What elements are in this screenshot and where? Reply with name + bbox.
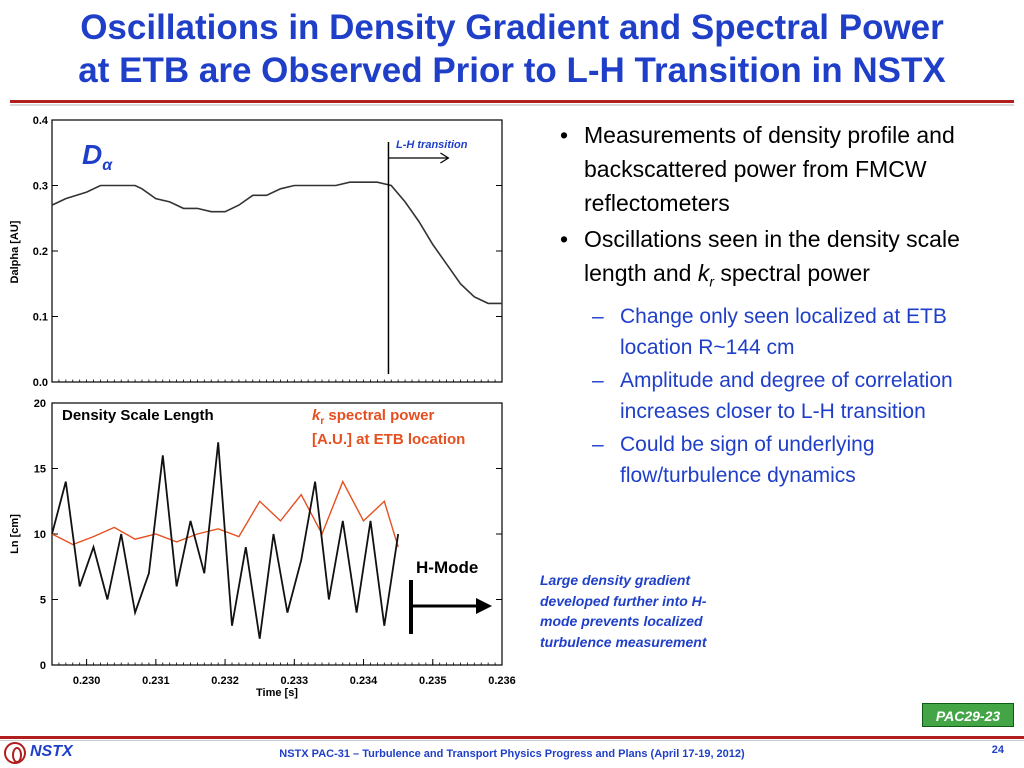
subbullet-dynamics-text: Could be sign of underlying flow/turbule… xyxy=(620,432,875,487)
density-y-tick-label: 0 xyxy=(40,660,46,672)
legend-kr-spectral-power: kr spectral power xyxy=(312,407,434,427)
slide-title: Oscillations in Density Gradient and Spe… xyxy=(0,6,1024,92)
page-number: 24 xyxy=(991,744,1004,756)
nstx-logo-icon xyxy=(4,742,26,764)
density-x-tick-label: 0.230 xyxy=(73,675,101,687)
subbullet-amplitude-text: Amplitude and degree of correlation incr… xyxy=(620,368,953,423)
nstx-logo-text: NSTX xyxy=(30,743,73,760)
bullet-oscillations-text: Oscillations seen in the density scale l… xyxy=(584,226,960,286)
dalpha-y-axis-label: Dalpha [AU] xyxy=(9,220,21,283)
subbullet-amplitude: Amplitude and degree of correlation incr… xyxy=(556,365,1016,427)
bullet-fmcw-text: Measurements of density profile and back… xyxy=(584,122,955,216)
dalpha-label-sub: α xyxy=(102,157,113,174)
side-note: Large density gradient developed further… xyxy=(540,572,707,650)
dalpha-series-line xyxy=(51,181,502,305)
bullet-kr-subscript: r xyxy=(709,273,714,290)
density-x-tick-label: 0.234 xyxy=(350,675,378,687)
title-divider xyxy=(10,100,1014,103)
density-x-ticks: 0.230 0.231 0.232 0.233 0.234 0.235 0.236 xyxy=(51,659,516,687)
density-x-tick-label: 0.235 xyxy=(419,675,447,687)
hmode-label: H-Mode xyxy=(416,558,478,577)
bullet-oscillations: Oscillations seen in the density scale l… xyxy=(556,222,1016,299)
slide-title-line2: at ETB are Observed Prior to L-H Transit… xyxy=(78,51,946,90)
bullet-kr-letter: k xyxy=(697,260,710,286)
lh-transition-arrowhead xyxy=(440,152,450,164)
dalpha-plot: 0.0 0.1 0.2 0.3 0.4 Dalpha [AU] L-H transiti… xyxy=(9,115,503,389)
dalpha-y-ticks: 0.0 0.1 0.2 0.3 0.4 xyxy=(33,115,503,389)
density-x-tick-label: 0.236 xyxy=(488,675,516,687)
slide-title-line1: Oscillations in Density Gradient and Spe… xyxy=(80,8,944,47)
legend-kr-subscript: r xyxy=(320,416,324,427)
bullet-list: Measurements of density profile and back… xyxy=(556,118,1016,493)
density-x-axis-label: Time [s] xyxy=(256,687,298,699)
density-scale-length-line xyxy=(51,442,400,639)
density-y-tick-label: 5 xyxy=(40,595,46,607)
dalpha-label-main: D xyxy=(82,139,102,170)
legend-kr-rest: spectral power xyxy=(324,407,434,424)
bullet-fmcw-measurements: Measurements of density profile and back… xyxy=(556,118,1016,220)
density-y-tick-label: 15 xyxy=(34,464,46,476)
title-divider-shadow xyxy=(10,104,1014,106)
dalpha-y-tick-label: 0.3 xyxy=(33,181,48,193)
footer-divider-shadow xyxy=(0,740,1024,741)
dalpha-y-tick-label: 0.1 xyxy=(33,312,48,324)
bullet-oscillations-tail: spectral power xyxy=(714,260,870,286)
density-y-axis-label: Ln [cm] xyxy=(9,514,21,554)
subbullet-localized: Change only seen localized at ETB locati… xyxy=(556,301,1016,363)
pac-badge: PAC29-23 xyxy=(922,703,1014,727)
footer-divider xyxy=(0,736,1024,739)
density-y-ticks: 0 5 10 15 20 xyxy=(34,398,502,672)
dalpha-plot-frame xyxy=(51,119,503,383)
hmode-arrowhead xyxy=(476,598,492,614)
legend-kr-letter: k xyxy=(312,407,321,424)
density-y-tick-label: 20 xyxy=(34,398,46,410)
dalpha-plot-label: Dα xyxy=(82,139,113,174)
dalpha-y-tick-label: 0.0 xyxy=(33,377,48,389)
density-y-tick-label: 10 xyxy=(34,529,46,541)
subbullet-dynamics: Could be sign of underlying flow/turbule… xyxy=(556,429,1016,491)
plots-figure: 0.0 0.1 0.2 0.3 0.4 Dalpha [AU] L-H transiti… xyxy=(9,115,516,699)
lh-transition-label: L-H transition xyxy=(396,139,468,151)
kr-spectral-power-line xyxy=(51,479,399,548)
density-x-tick-label: 0.233 xyxy=(281,675,309,687)
legend-kr-location: [A.U.] at ETB location xyxy=(312,431,465,448)
nstx-logo: NSTX xyxy=(4,742,92,766)
density-x-tick-label: 0.232 xyxy=(211,675,239,687)
subbullet-localized-text: Change only seen localized at ETB locati… xyxy=(620,304,947,359)
density-x-tick-label: 0.231 xyxy=(142,675,170,687)
dalpha-y-tick-label: 0.4 xyxy=(33,115,49,127)
footer-text: NSTX PAC-31 – Turbulence and Transport P… xyxy=(279,748,745,760)
legend-density-scale-length: Density Scale Length xyxy=(62,407,214,424)
dalpha-y-tick-label: 0.2 xyxy=(33,246,48,258)
